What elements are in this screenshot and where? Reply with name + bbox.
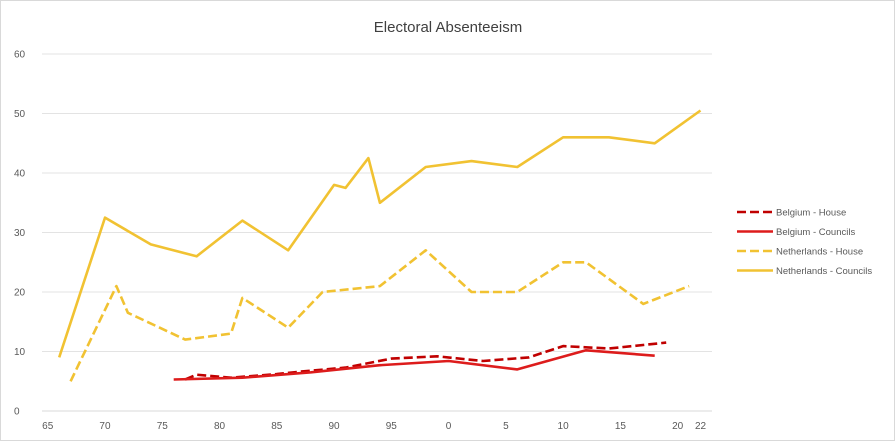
x-axis-ticks: 65 70 75 80 85 90 95 0 5 10 15 20 22 bbox=[42, 421, 706, 432]
y-tick-label: 50 bbox=[14, 109, 26, 120]
x-tick-label: 80 bbox=[214, 421, 226, 432]
series-line-3 bbox=[57, 109, 702, 358]
x-tick-label: 75 bbox=[157, 421, 169, 432]
x-tick-label: 90 bbox=[328, 421, 340, 432]
series-line-1 bbox=[173, 348, 655, 381]
x-tick-label: 70 bbox=[99, 421, 111, 432]
y-tick-label: 10 bbox=[14, 347, 26, 358]
x-tick-label: 0 bbox=[446, 421, 452, 432]
grid bbox=[42, 53, 712, 412]
y-axis-ticks: 0 10 20 30 40 50 60 bbox=[14, 50, 26, 418]
x-tick-label: 95 bbox=[386, 421, 398, 432]
legend-label: Belgium - Councils bbox=[776, 227, 855, 238]
x-tick-label: 15 bbox=[615, 421, 627, 432]
y-tick-label: 40 bbox=[14, 169, 26, 180]
legend-label: Netherlands - Councils bbox=[776, 266, 872, 277]
chart-title: Electoral Absenteeism bbox=[374, 19, 522, 36]
x-tick-label: 10 bbox=[558, 421, 570, 432]
legend-label: Belgium - House bbox=[776, 208, 846, 219]
x-tick-label: 85 bbox=[271, 421, 283, 432]
y-tick-label: 30 bbox=[14, 228, 26, 239]
x-tick-label: 5 bbox=[503, 421, 509, 432]
x-tick-label: 20 bbox=[672, 421, 684, 432]
y-tick-label: 20 bbox=[14, 288, 26, 299]
y-tick-label: 0 bbox=[14, 407, 20, 418]
legend: Belgium - House Belgium - Councils Netherl… bbox=[737, 208, 872, 277]
series-lines bbox=[57, 109, 702, 382]
x-tick-label: 22 bbox=[695, 421, 707, 432]
legend-label: Netherlands - House bbox=[776, 247, 863, 258]
x-tick-label: 65 bbox=[42, 421, 54, 432]
y-tick-label: 60 bbox=[14, 50, 26, 61]
